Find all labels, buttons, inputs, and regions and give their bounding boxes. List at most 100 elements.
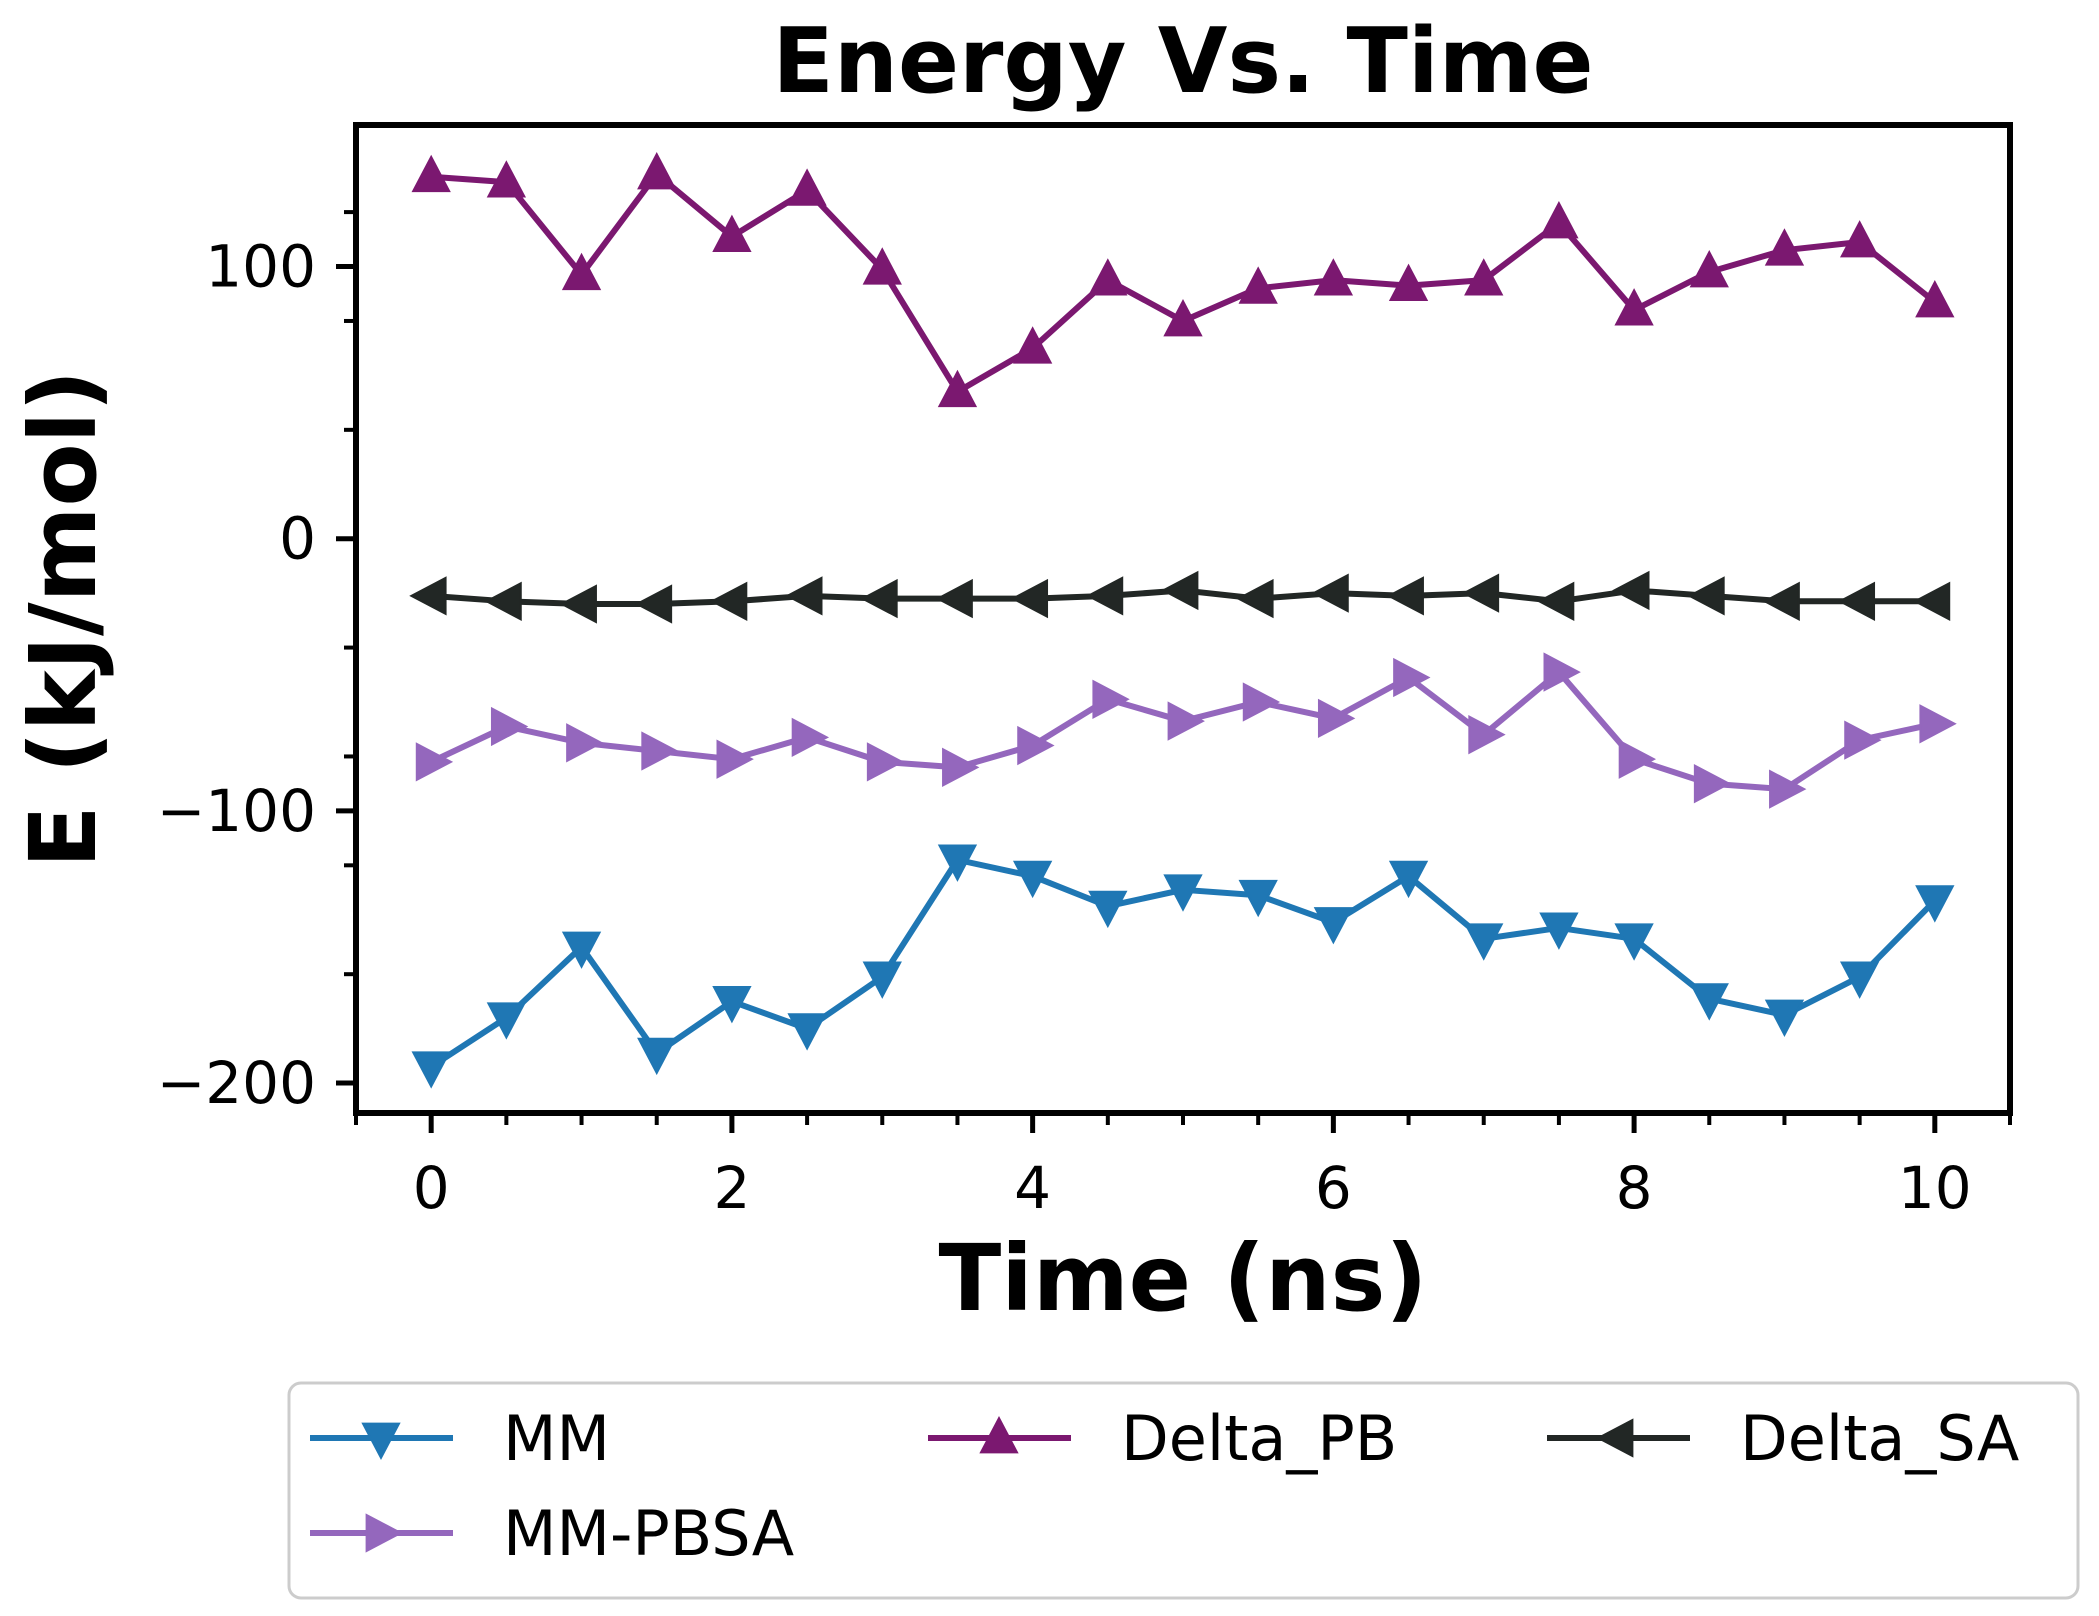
data-point-delta-pb — [1088, 258, 1128, 296]
legend-marker — [365, 1513, 403, 1553]
y-tick-label: −200 — [157, 1049, 316, 1117]
data-point-mm-pbsa — [791, 717, 830, 758]
data-point-delta-sa — [860, 578, 898, 619]
series-layer — [409, 152, 1957, 1089]
data-point-delta-pb — [1238, 266, 1278, 304]
data-point-delta-sa — [634, 584, 673, 624]
data-point-mm-pbsa — [1919, 704, 1957, 744]
data-point-delta-pb — [937, 369, 978, 408]
data-point-mm-pbsa — [641, 731, 679, 771]
data-point-mm — [1689, 983, 1729, 1021]
data-point-delta-sa — [1612, 570, 1650, 611]
data-point-mm-pbsa — [1769, 769, 1807, 809]
data-point-delta-pb — [1163, 299, 1203, 337]
data-point-delta-sa — [1311, 573, 1349, 613]
data-point-mm-pbsa — [1844, 720, 1882, 760]
y-axis-title: E (kJ/mol) — [10, 370, 117, 869]
data-point-delta-sa — [1085, 576, 1124, 616]
data-point-delta-sa — [1236, 578, 1274, 619]
data-point-mm — [561, 931, 602, 969]
data-point-delta-pb — [637, 152, 677, 190]
x-tick-label: 10 — [1898, 1154, 1972, 1222]
series-delta-pb — [411, 152, 1955, 408]
x-tick-label: 6 — [1315, 1154, 1352, 1222]
data-point-mm-pbsa — [942, 747, 980, 787]
data-point-delta-pb — [411, 154, 451, 193]
legend-label: MM-PBSA — [503, 1497, 794, 1570]
data-point-mm — [1539, 912, 1579, 950]
data-point-delta-pb — [1614, 288, 1654, 326]
data-point-delta-pb — [1689, 250, 1729, 288]
data-point-mm — [787, 1013, 827, 1051]
legend-marker — [361, 1422, 401, 1460]
data-point-delta-pb — [1839, 220, 1880, 258]
data-point-mm — [937, 844, 978, 882]
data-point-delta-pb — [787, 168, 827, 206]
data-point-delta-pb — [561, 252, 602, 291]
data-point-mm-pbsa — [1092, 679, 1130, 719]
data-point-mm — [1088, 890, 1128, 929]
data-point-mm — [1915, 885, 1955, 923]
data-point-delta-pb — [1539, 201, 1579, 239]
data-point-mm — [637, 1037, 677, 1076]
data-point-mm-pbsa — [490, 706, 529, 747]
data-point-delta-sa — [1687, 576, 1725, 616]
data-point-delta-pb — [862, 247, 902, 285]
y-tick-label: −100 — [157, 777, 316, 845]
data-point-delta-sa — [935, 578, 973, 619]
data-point-mm-pbsa — [1468, 715, 1506, 755]
data-point-delta-sa — [1837, 581, 1876, 621]
data-point-delta-sa — [1461, 573, 1500, 613]
data-point-mm-pbsa — [415, 742, 454, 782]
data-point-mm — [1464, 923, 1504, 961]
data-point-mm — [411, 1051, 451, 1089]
chart-title: Energy Vs. Time — [772, 9, 1593, 114]
legend-marker — [1596, 1418, 1634, 1458]
data-point-delta-sa — [1161, 570, 1199, 611]
legend-entry-delta-sa: Delta_SA — [1547, 1402, 2019, 1475]
legend: MM Delta_PB Delta_SA MM-PBSA — [287, 1381, 2080, 1600]
data-point-mm — [862, 961, 902, 999]
series-mm — [411, 844, 1955, 1089]
x-axis-title: Time (ns) — [939, 1225, 1428, 1332]
series-delta-sa — [409, 570, 1951, 624]
axes: 0 2 4 6 8 10 −200 −100 0 100 — [157, 210, 2012, 1222]
data-point-mm-pbsa — [1242, 682, 1281, 722]
data-point-mm-pbsa — [1393, 657, 1431, 698]
y-tick-label: 0 — [279, 505, 316, 573]
data-point-mm-pbsa — [566, 723, 604, 763]
data-point-delta-pb — [1464, 258, 1504, 296]
data-point-delta-sa — [709, 581, 748, 621]
data-point-delta-pb — [486, 160, 527, 198]
legend-label: Delta_SA — [1740, 1402, 2019, 1475]
data-point-mm-pbsa — [1017, 725, 1055, 766]
data-point-mm — [1163, 874, 1203, 912]
data-point-delta-sa — [1386, 576, 1424, 616]
data-point-delta-pb — [712, 214, 752, 252]
data-point-mm — [486, 1002, 527, 1040]
data-point-mm — [1238, 879, 1278, 918]
data-point-mm-pbsa — [1317, 698, 1356, 739]
data-point-delta-pb — [1388, 263, 1429, 301]
data-point-mm — [1764, 999, 1805, 1037]
x-tick-label: 8 — [1616, 1154, 1653, 1222]
data-point-delta-pb — [1012, 326, 1053, 364]
data-point-mm — [1839, 961, 1880, 999]
data-point-mm-pbsa — [1618, 739, 1657, 779]
data-point-delta-pb — [1764, 228, 1805, 266]
data-point-delta-sa — [785, 576, 823, 616]
x-tick-label: 0 — [413, 1154, 450, 1222]
x-tick-label: 2 — [713, 1154, 750, 1222]
legend-marker — [979, 1416, 1019, 1454]
data-point-mm — [1614, 923, 1654, 961]
series-mm-pbsa — [415, 652, 1957, 809]
data-point-mm — [1388, 860, 1429, 899]
data-point-delta-sa — [1010, 578, 1049, 619]
legend-entry-delta-pb: Delta_PB — [928, 1402, 1397, 1475]
legend-label: MM — [503, 1402, 610, 1475]
y-tick-label: 100 — [205, 233, 316, 301]
data-point-delta-sa — [1912, 581, 1951, 621]
legend-entry-mm-pbsa: MM-PBSA — [310, 1497, 794, 1570]
data-point-delta-sa — [1536, 581, 1575, 621]
